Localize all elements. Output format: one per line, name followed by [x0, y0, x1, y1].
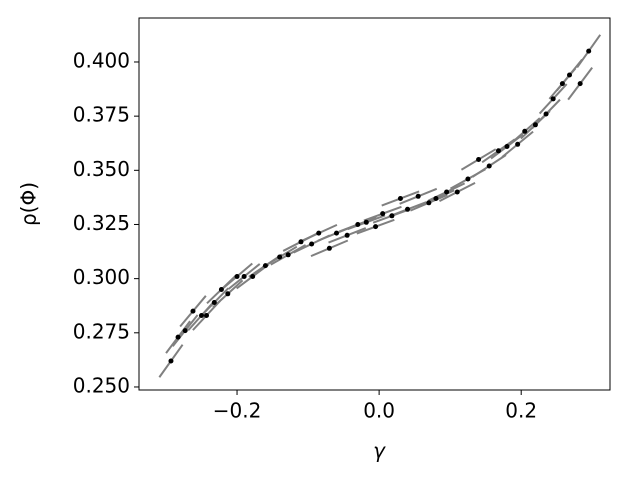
point — [454, 189, 460, 195]
point — [522, 128, 528, 134]
point — [389, 213, 395, 219]
y-tick-label: 0.375 — [73, 103, 130, 127]
y-tick-label: 0.275 — [73, 319, 130, 343]
point — [515, 141, 521, 147]
point — [262, 263, 268, 269]
point — [559, 81, 565, 87]
y-tick-label: 0.325 — [73, 211, 130, 235]
point — [373, 224, 379, 230]
point — [495, 148, 501, 154]
point — [203, 312, 209, 318]
point — [211, 299, 217, 305]
point — [380, 211, 386, 217]
point — [234, 273, 240, 279]
point — [550, 96, 556, 102]
y-tick-label: 0.350 — [73, 157, 130, 181]
point — [543, 111, 549, 117]
point — [298, 239, 304, 245]
x-tick-label: 0.2 — [505, 399, 537, 423]
point — [532, 122, 538, 128]
point — [225, 291, 231, 297]
point — [316, 230, 322, 236]
point — [250, 273, 256, 279]
point — [182, 328, 188, 334]
point — [415, 193, 421, 199]
x-axis-label: γ — [373, 439, 386, 463]
point — [504, 143, 510, 149]
plot-frame — [138, 17, 611, 391]
point — [486, 163, 492, 169]
x-tick-label: 0.0 — [363, 399, 395, 423]
point — [476, 156, 482, 162]
point — [175, 334, 181, 340]
point — [344, 232, 350, 238]
point — [309, 241, 315, 247]
point — [426, 200, 432, 206]
point — [199, 312, 205, 318]
point — [190, 308, 196, 314]
point — [433, 195, 439, 201]
y-tick-label: 0.400 — [73, 48, 130, 72]
x-tick-label: −0.2 — [213, 399, 262, 423]
point — [355, 221, 361, 227]
point — [567, 72, 573, 78]
point — [333, 230, 339, 236]
point — [326, 245, 332, 251]
point — [285, 252, 291, 258]
point — [241, 273, 247, 279]
point — [397, 195, 403, 201]
point — [218, 286, 224, 292]
y-tick-label: 0.250 — [73, 373, 130, 397]
point — [168, 358, 174, 364]
y-tick-label: 0.300 — [73, 265, 130, 289]
point — [586, 48, 592, 54]
point — [444, 189, 450, 195]
point — [465, 176, 471, 182]
point — [363, 219, 369, 225]
point — [577, 81, 583, 87]
point — [405, 206, 411, 212]
y-axis-label: ρ(Φ) — [17, 182, 41, 226]
point — [277, 254, 283, 260]
